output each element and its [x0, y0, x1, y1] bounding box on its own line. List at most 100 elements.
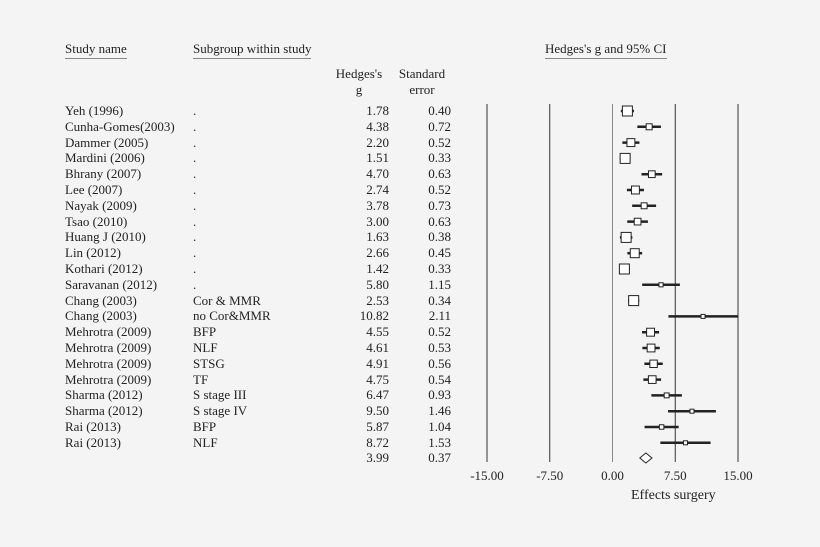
summary-se: 0.37 [428, 450, 451, 465]
row-se: 0.52 [428, 134, 451, 150]
row-g: 1.42 [366, 261, 389, 276]
row-g: 5.87 [366, 419, 389, 434]
row-g: 4.91 [366, 355, 389, 371]
header-subgroup: Subgroup within study [193, 41, 312, 59]
point-estimate [628, 295, 640, 307]
row-subgroup: . [193, 166, 197, 182]
row-g: 10.82 [359, 308, 389, 324]
row-study: Yeh (1996) [65, 103, 124, 118]
row-g: 3.00 [366, 213, 389, 229]
point-estimate [646, 343, 656, 353]
row-subgroup: NLF [193, 434, 218, 450]
row-subgroup: . [193, 118, 197, 134]
header-se-line2: error [409, 82, 435, 97]
point-estimate [633, 217, 642, 226]
point-estimate [640, 202, 648, 210]
row-g: 5.80 [366, 276, 389, 292]
point-estimate [619, 152, 631, 164]
row-subgroup: BFP [193, 324, 217, 340]
header-se-line1: Standard [398, 66, 446, 81]
x-tick-label: 0.00 [601, 468, 624, 483]
point-estimate [645, 123, 653, 131]
row-study: Kothari (2012) [65, 261, 143, 276]
row-study: Chang (2003) [65, 308, 137, 324]
row-subgroup: . [193, 261, 197, 276]
point-estimate [629, 248, 640, 259]
row-study: Lee (2007) [65, 182, 123, 197]
row-g: 3.78 [366, 197, 389, 213]
point-estimate [658, 282, 664, 288]
row-study: Mehrotra (2009) [65, 355, 152, 371]
row-subgroup: . [193, 150, 197, 166]
row-subgroup: . [193, 229, 197, 245]
point-estimate [649, 359, 658, 369]
row-se: 0.73 [428, 197, 451, 213]
row-se: 0.34 [428, 292, 451, 308]
row-study: Chang (2003) [65, 292, 137, 308]
summary-g: 3.99 [366, 450, 389, 465]
row-subgroup: . [193, 103, 197, 118]
header-hedges-g-line1: Hedges's [335, 66, 383, 81]
row-g: 8.72 [366, 434, 389, 450]
point-estimate [630, 185, 640, 195]
row-study: Tsao (2010) [65, 213, 128, 229]
row-subgroup: . [193, 276, 197, 292]
header-plot: Hedges's g and 95% CI [545, 41, 667, 59]
row-subgroup: . [193, 245, 197, 261]
row-se: 0.52 [428, 324, 451, 340]
row-subgroup: BFP [193, 419, 217, 434]
header-standard-error: Standard error [392, 66, 452, 98]
row-se: 0.53 [428, 340, 451, 355]
row-study: Bhrany (2007) [65, 166, 142, 182]
row-se: 0.45 [428, 245, 451, 261]
row-study: Saravanan (2012) [65, 276, 158, 292]
x-tick-label: -15.00 [470, 468, 504, 483]
point-estimate [621, 105, 633, 117]
row-g: 4.55 [366, 324, 389, 340]
row-study: Mehrotra (2009) [65, 340, 152, 355]
row-g: 1.78 [366, 103, 389, 118]
row-g: 1.63 [366, 229, 389, 245]
row-se: 2.11 [428, 308, 451, 324]
row-g: 4.61 [366, 340, 389, 355]
row-g: 4.75 [366, 371, 389, 387]
x-tick-label: 7.50 [664, 468, 687, 483]
row-g: 4.38 [366, 118, 389, 134]
row-se: 0.40 [428, 103, 451, 118]
row-study: Cunha-Gomes(2003) [65, 118, 175, 134]
row-study: Mehrotra (2009) [65, 371, 152, 387]
point-estimate [647, 170, 656, 179]
row-study: Lin (2012) [65, 245, 121, 261]
row-se: 0.33 [428, 261, 451, 276]
header-study-name: Study name [65, 41, 127, 59]
row-se: 0.52 [428, 182, 451, 197]
row-subgroup: STSG [193, 355, 225, 371]
point-estimate [618, 263, 630, 275]
row-se: 0.54 [428, 371, 451, 387]
row-study: Nayak (2009) [65, 197, 137, 213]
row-subgroup: . [193, 134, 197, 150]
row-subgroup: . [193, 197, 197, 213]
row-study: Dammer (2005) [65, 134, 149, 150]
row-study: Sharma (2012) [65, 403, 143, 419]
point-estimate [663, 392, 670, 399]
row-subgroup: no Cor&MMR [193, 308, 271, 324]
row-subgroup: NLF [193, 340, 218, 355]
row-g: 2.53 [366, 292, 389, 308]
row-se: 1.53 [428, 434, 451, 450]
row-g: 2.74 [366, 182, 389, 197]
row-se: 0.93 [428, 387, 451, 403]
row-se: 0.63 [428, 213, 451, 229]
point-estimate [626, 138, 636, 148]
row-subgroup: S stage IV [193, 403, 248, 419]
row-se: 0.63 [428, 166, 451, 182]
point-estimate [700, 313, 706, 319]
row-se: 1.46 [428, 403, 451, 419]
row-study: Rai (2013) [65, 434, 121, 450]
row-g: 4.70 [366, 166, 389, 182]
row-subgroup: TF [193, 371, 209, 387]
point-estimate [647, 375, 657, 384]
row-study: Mehrotra (2009) [65, 324, 152, 340]
x-tick-label: 15.00 [723, 468, 752, 483]
x-tick-label: -7.50 [536, 468, 563, 483]
